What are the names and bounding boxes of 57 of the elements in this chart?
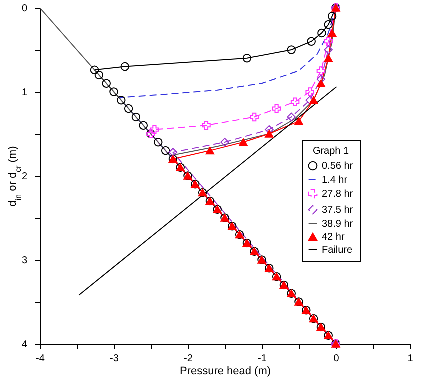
point (168, 148, 178, 157)
point (290, 98, 300, 106)
point (239, 138, 248, 146)
x-tick-label: 0 (334, 354, 340, 364)
y-tick-label: 0 (22, 4, 28, 14)
point (309, 96, 318, 104)
legend-label: 1.4 hr (322, 175, 348, 186)
point (154, 138, 163, 147)
y-tick-label: 3 (22, 256, 28, 266)
point (120, 62, 130, 72)
point (150, 125, 160, 134)
point (139, 121, 148, 130)
x-tick-label: 1 (408, 354, 414, 364)
point (265, 130, 274, 138)
point (324, 20, 333, 30)
x-tick-label: -1 (258, 354, 268, 364)
point (94, 70, 104, 80)
point (316, 80, 326, 88)
point (132, 112, 141, 122)
point (287, 46, 296, 54)
y-tick-label: 4 (22, 340, 28, 350)
point (324, 37, 333, 46)
point (110, 88, 118, 96)
legend-label: 0.56 hr (322, 161, 354, 172)
point (324, 54, 333, 62)
legend-label: 27.8 hr (322, 189, 354, 200)
x-axis-title: Pressure head (m) (180, 366, 272, 378)
point (328, 29, 337, 38)
point (324, 46, 333, 54)
x-tick-label: -2 (184, 354, 194, 364)
point (287, 112, 296, 122)
legend-title: Graph 1 (312, 146, 350, 157)
point (161, 146, 170, 156)
legend-label: 42 hr (322, 232, 346, 243)
point (220, 138, 230, 147)
point (102, 79, 111, 88)
legend-label: 37.5 hr (322, 205, 354, 216)
x-tick-label: -4 (36, 354, 46, 364)
point (206, 146, 215, 155)
point (328, 12, 337, 21)
point (316, 66, 326, 76)
point (117, 96, 126, 105)
point (307, 37, 316, 46)
point (90, 66, 100, 75)
point (250, 112, 259, 122)
x-tick-label: -3 (110, 354, 120, 364)
point (318, 28, 326, 38)
point (294, 118, 304, 126)
point (272, 104, 282, 114)
point (124, 104, 134, 114)
legend-label: 38.9 hr (322, 219, 354, 230)
y-tick-label: 2 (22, 172, 28, 182)
point (242, 54, 252, 63)
y-tick-label: 1 (22, 88, 28, 98)
legend-label: Failure (322, 245, 354, 256)
point (202, 121, 211, 130)
point (306, 88, 314, 96)
